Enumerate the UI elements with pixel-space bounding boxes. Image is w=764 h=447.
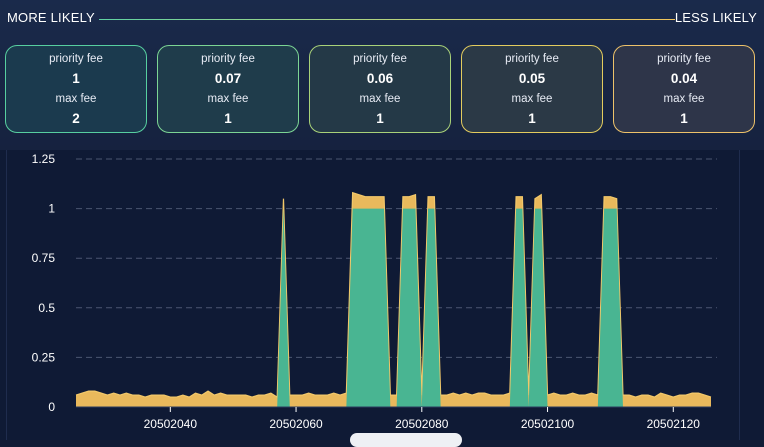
y-tick-label: 0: [48, 400, 55, 414]
x-tick-label: 20502060: [269, 417, 323, 431]
x-tick-label: 20502120: [647, 417, 701, 431]
max-fee-line: [75, 191, 712, 399]
fee-card-3[interactable]: priority fee 0.06 max fee 1: [309, 45, 451, 133]
x-tick-label: 20502040: [144, 417, 198, 431]
y-tick-label: 0.5: [38, 301, 55, 315]
chart-left-border: [6, 150, 7, 440]
likelihood-panel: MORE LIKELY LESS LIKELY priority fee 1 m…: [0, 0, 764, 150]
fee-card-1[interactable]: priority fee 1 max fee 2: [5, 45, 147, 133]
y-tick-label: 1.25: [32, 152, 56, 166]
priority-fee-label: priority fee: [49, 53, 103, 65]
likelihood-gradient-line: [99, 19, 675, 20]
max-fee-value: 1: [224, 111, 232, 126]
y-tick-label: 0.75: [32, 251, 56, 265]
max-fee-value: 1: [680, 111, 688, 126]
priority-fee-label: priority fee: [201, 53, 255, 65]
less-likely-label: LESS LIKELY: [674, 10, 757, 25]
priority-fee-value: 0.04: [670, 71, 698, 86]
y-tick-label: 1: [48, 202, 55, 216]
priority-fee-value: 0.07: [214, 71, 242, 86]
max-fee-label: max fee: [359, 93, 401, 105]
fee-card-4[interactable]: priority fee 0.05 max fee 1: [461, 45, 603, 133]
x-tick-label: 20502080: [395, 417, 449, 431]
max-fee-label: max fee: [511, 93, 553, 105]
max-fee-label: max fee: [663, 93, 705, 105]
max-fee-value: 1: [528, 111, 536, 126]
priority-fee-value: 1: [72, 71, 80, 86]
priority-fee-label: priority fee: [505, 53, 559, 65]
chart-right-border: [739, 150, 740, 440]
priority-fee-label: priority fee: [353, 53, 407, 65]
fee-card-2[interactable]: priority fee 0.07 max fee 1: [157, 45, 299, 133]
y-tick-label: 0.25: [32, 350, 56, 364]
priority-fee-value: 0.06: [366, 71, 394, 86]
max-fee-label: max fee: [55, 93, 97, 105]
fee-card-5[interactable]: priority fee 0.04 max fee 1: [613, 45, 755, 133]
priority-fee-label: priority fee: [657, 53, 711, 65]
max-fee-value: 2: [72, 111, 80, 126]
priority-fee-value: 0.05: [518, 71, 546, 86]
x-tick-label: 20502100: [521, 417, 575, 431]
scroll-handle[interactable]: [350, 433, 462, 447]
more-likely-label: MORE LIKELY: [7, 10, 95, 25]
max-fee-value: 1: [376, 111, 384, 126]
max-fee-label: max fee: [207, 93, 249, 105]
